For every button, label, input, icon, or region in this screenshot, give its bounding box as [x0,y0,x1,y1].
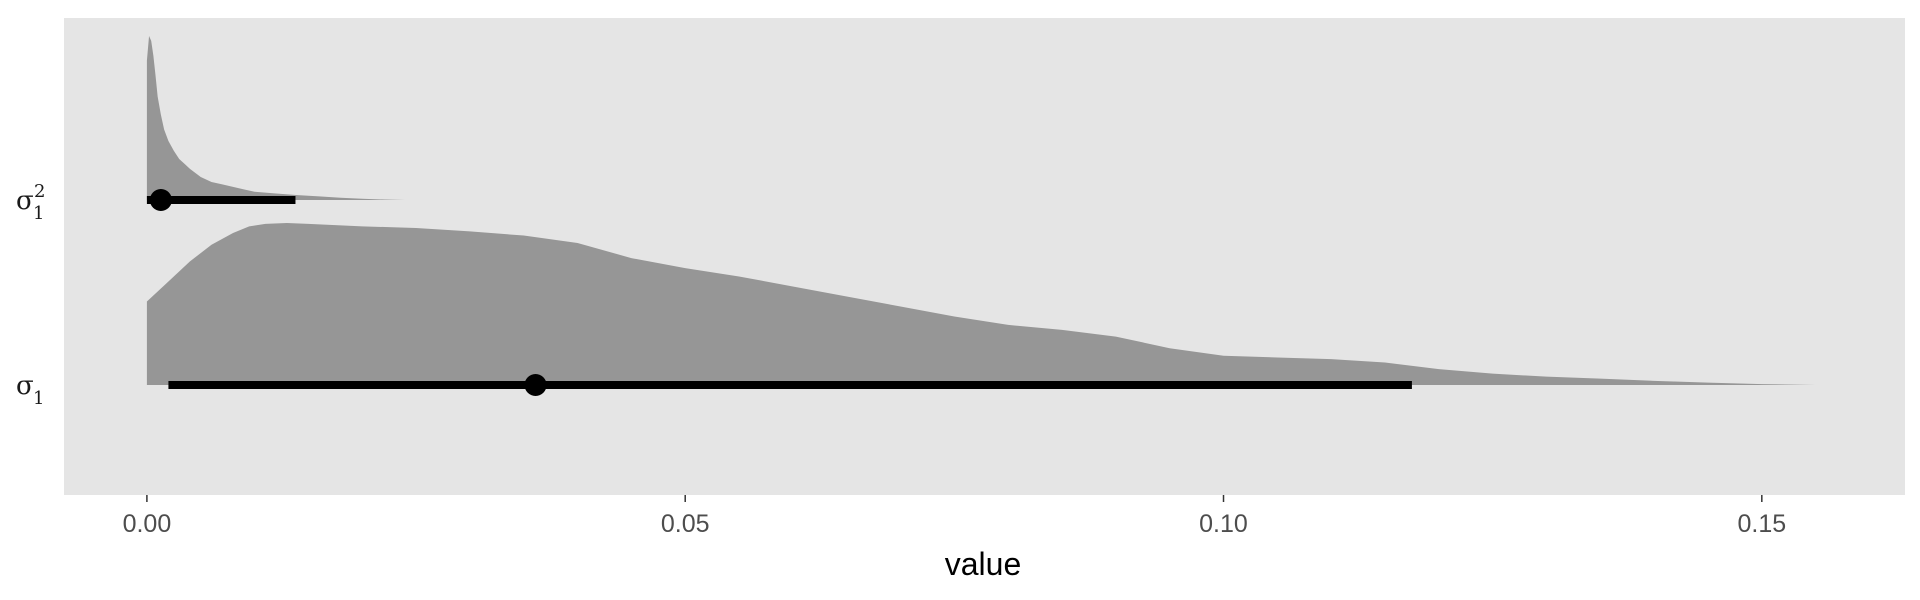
density-layer [146,36,1816,385]
x-tick-label-1: 0.05 [661,510,710,538]
x-axis: 0.00 0.05 0.10 0.15 [123,495,1786,538]
y-tick-superscript-0: 2 [34,181,45,202]
point-estimate-1 [524,374,547,396]
y-tick-label-0: σ [16,186,34,216]
y-tick-subscript-0: 1 [33,203,44,224]
interval-layer [146,189,1412,396]
x-tick-label-2: 0.10 [1199,510,1248,538]
point-estimate-0 [149,189,172,211]
x-tick-label-0: 0.00 [123,510,172,538]
density-0 [146,36,406,200]
x-axis-title: value [945,546,1022,582]
x-tick-label-3: 0.15 [1737,510,1786,538]
y-axis-labels: σ 12σ 1 [16,181,45,409]
y-tick-subscript-1: 1 [33,388,44,409]
density-1 [146,223,1816,385]
y-tick-label-1: σ [16,371,34,401]
